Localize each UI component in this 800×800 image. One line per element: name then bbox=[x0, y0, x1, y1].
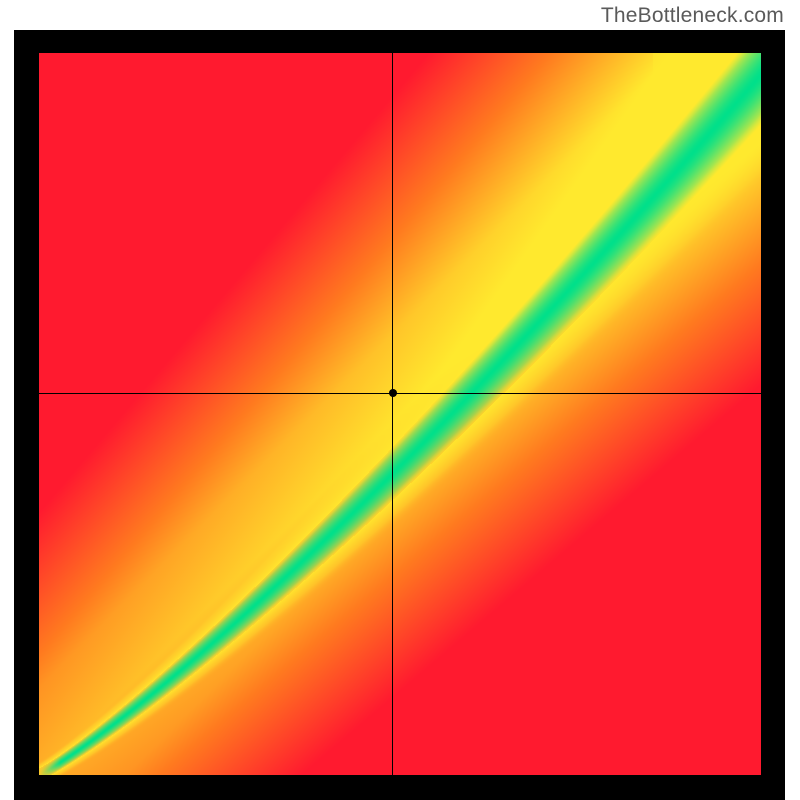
crosshair-horizontal bbox=[39, 393, 761, 394]
crosshair-dot bbox=[389, 389, 397, 397]
chart-root: TheBottleneck.com bbox=[0, 0, 800, 800]
crosshair-vertical bbox=[392, 53, 393, 775]
heatmap-canvas bbox=[39, 53, 761, 775]
watermark-text: TheBottleneck.com bbox=[601, 4, 784, 28]
